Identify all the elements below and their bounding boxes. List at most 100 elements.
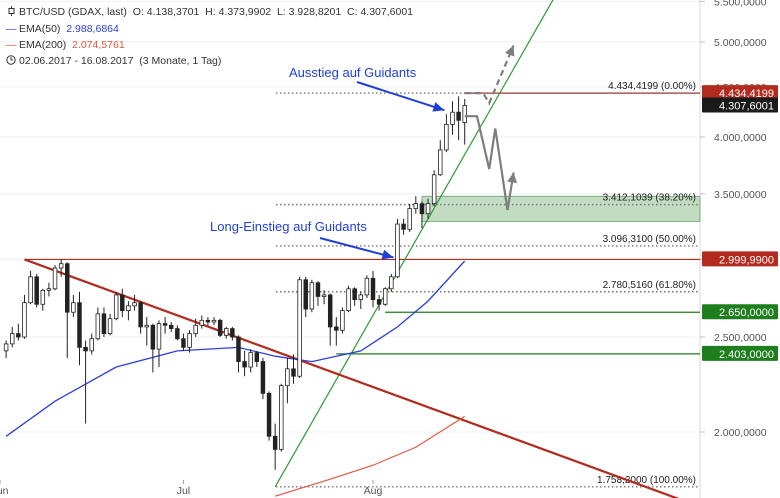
header-ema200-row: — EMA(200) 2.074,5761 bbox=[6, 39, 125, 51]
line-legend-icon: — bbox=[6, 39, 17, 51]
candle-body bbox=[22, 302, 27, 338]
candle-body bbox=[107, 318, 113, 335]
ema50-value: 2.988,6864 bbox=[66, 23, 119, 35]
candle-body bbox=[40, 289, 46, 305]
ema200-line bbox=[275, 415, 465, 497]
candle-body bbox=[315, 282, 321, 297]
fibonacci-levels: 4.434,4199 (0.00%) 3.412,1039 (38.20%) 3.0… bbox=[276, 81, 700, 488]
candle-body bbox=[224, 328, 229, 336]
candle-body bbox=[456, 111, 461, 121]
resistance-price-tag bbox=[702, 85, 778, 101]
candle-body bbox=[168, 324, 174, 329]
support-price-tag bbox=[702, 304, 778, 320]
x-tick-label: Aug bbox=[364, 485, 383, 497]
annotation-exit-arrow bbox=[356, 81, 445, 112]
candle-body bbox=[71, 302, 76, 313]
annotation-arrows: Ausstieg auf Guidants Long-Einstieg auf … bbox=[210, 65, 445, 260]
candle-body bbox=[89, 338, 94, 352]
support-price-tag bbox=[702, 345, 778, 361]
ohlc-values: O: 4.138,3701 H: 4.373,9902 L: 3.928,820… bbox=[132, 6, 413, 18]
candle-body bbox=[101, 313, 107, 335]
resistance-price-tag-label: 4.434,4199 bbox=[719, 88, 774, 100]
header-instrument-row: BTC/USD (GDAX, last) O: 4.138,3701 H: 4.… bbox=[6, 6, 413, 18]
candle-body bbox=[444, 123, 449, 151]
candle-body bbox=[291, 368, 296, 377]
x-tick-label: Jul bbox=[177, 485, 190, 497]
support-price-tag-label: 2.650,0000 bbox=[719, 307, 774, 319]
instrument-name: BTC/USD (GDAX, last) bbox=[19, 6, 127, 18]
candle-body bbox=[370, 277, 376, 300]
candle-body bbox=[260, 361, 266, 394]
candle-body bbox=[248, 352, 253, 368]
projection-paths bbox=[464, 44, 517, 211]
ema200-value: 2.074,5761 bbox=[72, 39, 125, 51]
candle-body bbox=[217, 319, 223, 336]
annotation-entry: Long-Einstieg auf Guidants bbox=[210, 219, 367, 234]
candle-body bbox=[382, 288, 388, 305]
projection-dashed bbox=[464, 44, 515, 106]
candle-body bbox=[327, 294, 333, 328]
fib-label: 1.758,2000 (100.00%) bbox=[597, 475, 696, 486]
fib-label: 2.780,5160 (61.80%) bbox=[603, 280, 696, 291]
candle-body bbox=[58, 263, 64, 269]
candle-body bbox=[144, 324, 149, 328]
y-tick-label: 2.500,0000 bbox=[714, 332, 767, 344]
projection-solid bbox=[464, 115, 515, 211]
fib-label: 3.096,3100 (50.00%) bbox=[603, 234, 696, 245]
candle-body bbox=[205, 319, 211, 323]
fib-label: 3.412,1039 (38.20%) bbox=[603, 193, 696, 204]
candle-body bbox=[242, 361, 247, 368]
candle-body bbox=[175, 328, 180, 340]
candle-body bbox=[254, 352, 260, 362]
candle-body bbox=[389, 276, 394, 290]
candle-body bbox=[113, 294, 119, 320]
candle-body bbox=[425, 203, 431, 215]
projection-arrowhead bbox=[507, 172, 517, 184]
candle-body bbox=[279, 385, 284, 450]
candle-body bbox=[236, 336, 241, 362]
y-tick-label: 3.500,0000 bbox=[714, 189, 767, 201]
candle-body bbox=[150, 324, 156, 350]
fib-zone-rect bbox=[421, 195, 701, 222]
candle-body bbox=[285, 368, 290, 387]
candle-body bbox=[3, 343, 9, 352]
candle-body bbox=[162, 323, 168, 326]
candle-body bbox=[126, 305, 131, 312]
candle-body bbox=[65, 263, 70, 313]
candle-body bbox=[364, 277, 370, 296]
candle-body bbox=[46, 288, 52, 291]
x-tick-label: Jun bbox=[0, 485, 9, 497]
resistance-price-tag bbox=[702, 251, 778, 267]
candle-body bbox=[83, 346, 88, 352]
candle-body bbox=[272, 435, 278, 450]
ema200-label: EMA(200) bbox=[19, 39, 67, 51]
candle-body bbox=[419, 203, 425, 215]
header-period-row: 02.06.2017 - 16.08.2017 (3 Monate, 1 Tag… bbox=[6, 55, 221, 67]
candle-body bbox=[303, 279, 308, 310]
candle-body bbox=[358, 294, 364, 300]
annotation-entry-arrow bbox=[319, 237, 394, 259]
candle-body bbox=[28, 276, 33, 304]
header-ema50-row: — EMA(50) 2.988,6864 bbox=[6, 23, 119, 35]
candle-body bbox=[193, 324, 198, 335]
horizontal-levels bbox=[24, 92, 700, 355]
candle-body bbox=[407, 208, 412, 230]
fib-label: 4.434,4199 (0.00%) bbox=[608, 81, 696, 92]
y-tick-label: 2.000,0000 bbox=[714, 427, 767, 439]
ema50-line bbox=[5, 260, 466, 437]
clock-icon bbox=[6, 55, 16, 67]
fib-zone bbox=[421, 195, 701, 222]
projection-arrowhead bbox=[505, 45, 515, 57]
candle-body bbox=[138, 302, 143, 328]
ema-lines bbox=[5, 260, 466, 497]
y-tick-label: 5.000,0000 bbox=[714, 37, 767, 49]
candle-body bbox=[413, 203, 419, 210]
candle-body bbox=[438, 149, 443, 176]
x-axis: Jun Jul Aug bbox=[0, 480, 382, 497]
candle-body bbox=[462, 105, 467, 123]
candlestick-icon bbox=[6, 6, 16, 18]
price-price-tag bbox=[702, 97, 778, 113]
line-legend-icon: — bbox=[6, 23, 17, 35]
resistance-price-tag-label: 2.999,9900 bbox=[719, 254, 774, 266]
